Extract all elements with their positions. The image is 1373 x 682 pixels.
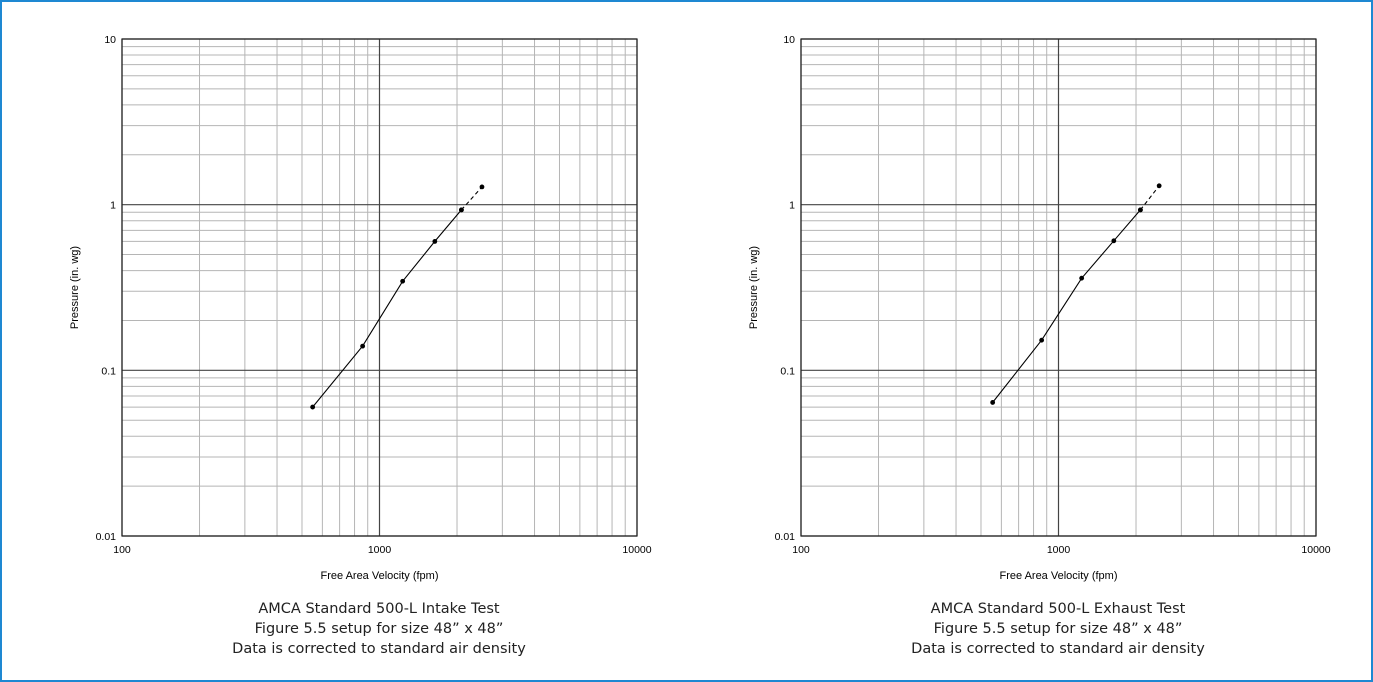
x-tick-label: 100 [113, 544, 131, 556]
intake-caption-note: Data is corrected to standard air densit… [232, 641, 526, 657]
x-tick-label: 10000 [622, 544, 651, 556]
intake-caption-setup: Figure 5.5 setup for size 48” x 48” [254, 621, 504, 637]
y-tick-label: 0.01 [96, 531, 117, 543]
y-tick-label: 10 [783, 34, 795, 46]
x-axis-label: Free Area Velocity (fpm) [1000, 570, 1118, 582]
exhaust-caption-title: AMCA Standard 500-L Exhaust Test [930, 601, 1186, 617]
data-point [310, 404, 316, 410]
data-point [1138, 207, 1143, 213]
data-point [1111, 238, 1117, 244]
data-point [432, 239, 438, 244]
y-tick-label: 1 [110, 200, 116, 212]
data-point [1156, 183, 1162, 189]
data-point [1039, 337, 1045, 343]
series-line [992, 209, 1141, 403]
y-tick-label: 0.1 [101, 365, 116, 377]
intake-chart: 100 1000 10000 0.01 0.1 1 10 Free Area Velocity… [69, 34, 652, 582]
data-point [1079, 275, 1085, 281]
x-tick-label: 1000 [368, 544, 392, 556]
intake-caption-title: AMCA Standard 500-L Intake Test [258, 601, 500, 617]
data-point [400, 278, 406, 284]
y-axis-label: Pressure (in. wg) [748, 246, 760, 329]
y-tick-label: 0.01 [775, 531, 796, 543]
data-point [479, 184, 485, 190]
extrapolated-series-line [460, 186, 483, 211]
x-tick-label: 100 [792, 544, 810, 556]
exhaust-caption-setup: Figure 5.5 setup for size 48” x 48” [933, 621, 1183, 637]
y-tick-label: 1 [789, 200, 795, 212]
extrapolated-series-line [1139, 185, 1160, 211]
plot-frame [121, 38, 638, 537]
data-point [360, 343, 366, 349]
y-axis-label: Pressure (in. wg) [69, 246, 81, 329]
y-tick-label: 10 [104, 34, 116, 46]
x-axis-label: Free Area Velocity (fpm) [321, 570, 439, 582]
y-tick-label: 0.1 [780, 365, 795, 377]
x-tick-label: 10000 [1301, 544, 1330, 556]
intake-caption: AMCA Standard 500-L Intake Test Figure 5… [79, 599, 679, 659]
exhaust-caption: AMCA Standard 500-L Exhaust Test Figure … [758, 599, 1358, 659]
data-point [459, 207, 464, 213]
exhaust-caption-note: Data is corrected to standard air densit… [911, 641, 1205, 657]
data-point [990, 400, 996, 405]
exhaust-chart: 100 1000 10000 0.01 0.1 1 10 Free Area Velocity… [748, 34, 1331, 582]
plot-frame [800, 38, 1317, 537]
x-tick-label: 1000 [1047, 544, 1071, 556]
